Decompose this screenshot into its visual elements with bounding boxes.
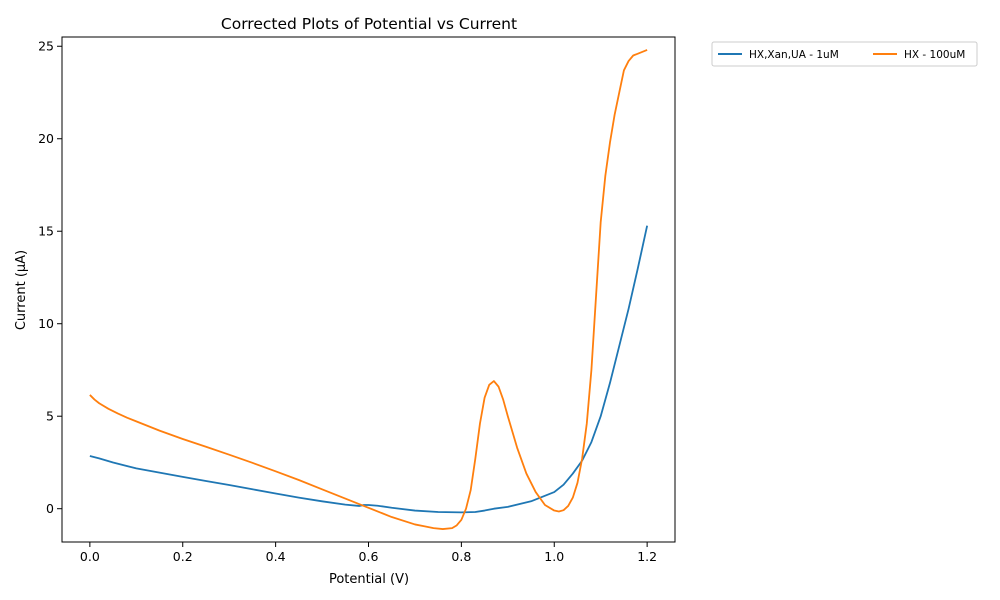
x-tick-label: 0.0 [80, 549, 100, 564]
legend-label-hx: HX - 100uM [904, 49, 965, 61]
legend-label-hx-xan-ua: HX,Xan,UA - 1uM [749, 49, 839, 61]
x-tick-label: 0.6 [359, 549, 379, 564]
x-tick-label: 0.4 [266, 549, 286, 564]
y-tick-label: 25 [38, 39, 54, 54]
x-axis-label: Potential (V) [329, 572, 409, 587]
x-axis-ticks: 0.0 0.2 0.4 0.6 0.8 1.0 1.2 [80, 542, 657, 564]
series-group [89, 49, 649, 530]
chart-title: Corrected Plots of Potential vs Current [221, 15, 517, 33]
x-tick-label: 1.0 [544, 549, 564, 564]
y-axis-ticks: 0 5 10 15 20 25 [38, 39, 62, 516]
series-line-hx-xan-ua [89, 225, 649, 514]
y-axis-label: Current (µA) [14, 250, 29, 330]
y-tick-label: 15 [38, 224, 54, 239]
x-tick-label: 0.8 [451, 549, 471, 564]
legend-frame [711, 41, 978, 67]
legend: HX,Xan,UA - 1uM HX - 100uM [711, 41, 978, 67]
y-tick-label: 20 [38, 131, 54, 146]
y-tick-label: 10 [38, 316, 54, 331]
y-tick-label: 5 [46, 409, 54, 424]
series-line-hx [89, 49, 648, 530]
x-tick-label: 1.2 [637, 549, 657, 564]
x-tick-label: 0.2 [173, 549, 193, 564]
y-tick-label: 0 [46, 501, 54, 516]
